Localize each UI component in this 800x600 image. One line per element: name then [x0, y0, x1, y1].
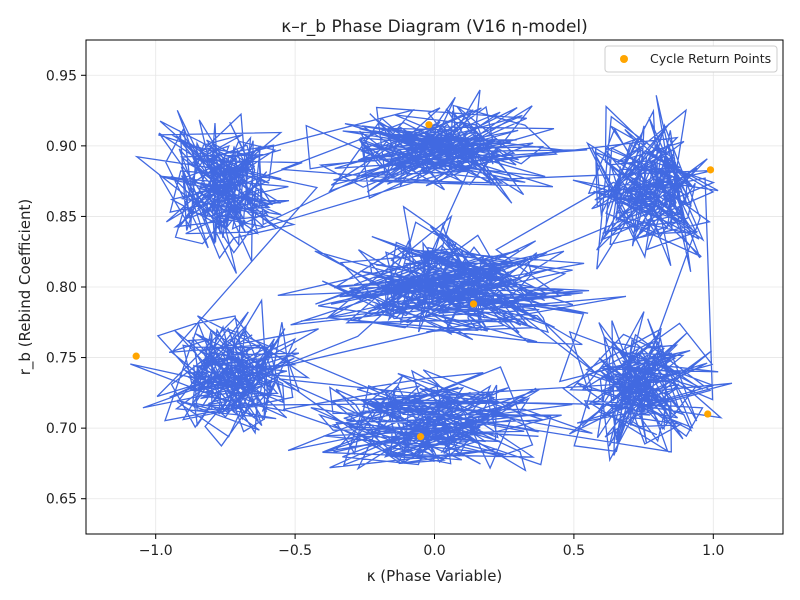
legend: Cycle Return Points	[604, 45, 778, 73]
return-points	[132, 121, 715, 441]
x-tick-label: 0.5	[563, 543, 585, 559]
trajectory-line	[130, 89, 733, 472]
y-tick-label: 0.95	[46, 68, 77, 84]
y-tick-label: 0.85	[46, 209, 77, 225]
legend-box	[604, 45, 778, 73]
y-tick-label: 0.90	[46, 139, 77, 155]
x-tick-label: −0.5	[278, 543, 312, 559]
return-point	[706, 166, 715, 174]
legend-label: Cycle Return Points	[650, 51, 771, 66]
x-axis-label: κ (Phase Variable)	[367, 567, 503, 585]
x-tick-label: −1.0	[139, 543, 173, 559]
x-ticks: −1.0 −0.5 0.0 0.5 1.0	[139, 534, 724, 559]
y-ticks: 0.65 0.70 0.75 0.80 0.85 0.90 0.95	[46, 68, 86, 508]
return-point	[469, 300, 478, 308]
y-axis-label: r_b (Rebind Coefficient)	[16, 199, 35, 376]
return-point	[416, 433, 425, 441]
return-point	[425, 121, 433, 129]
y-tick-label: 0.75	[46, 351, 77, 367]
return-point	[132, 352, 140, 360]
x-tick-label: 0.0	[423, 543, 445, 559]
y-tick-label: 0.80	[46, 280, 77, 296]
return-point	[704, 410, 712, 418]
x-tick-label: 1.0	[702, 543, 724, 559]
chart-title: κ–r_b Phase Diagram (V16 η-model)	[281, 17, 588, 37]
legend-marker	[620, 55, 628, 63]
y-tick-label: 0.65	[46, 492, 77, 508]
y-tick-label: 0.70	[46, 421, 77, 437]
plot-area	[130, 89, 733, 472]
